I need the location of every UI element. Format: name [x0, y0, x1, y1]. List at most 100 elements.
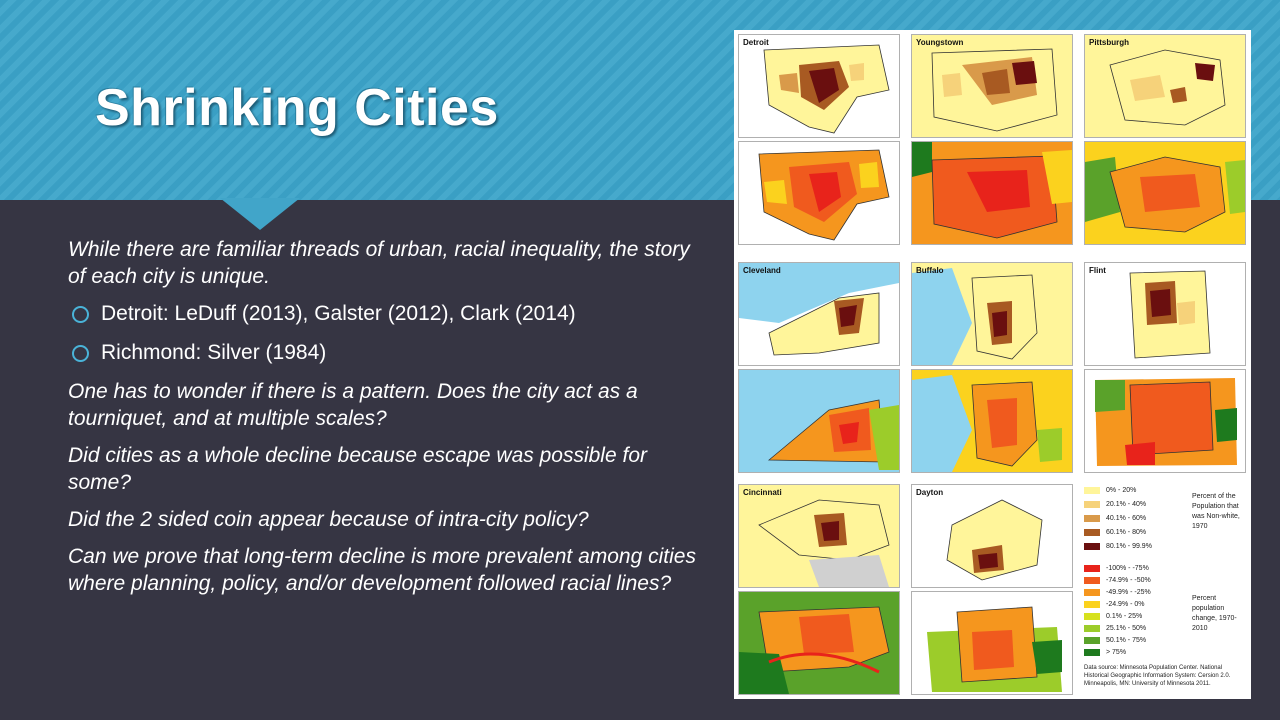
- race-map: Cincinnati: [738, 484, 900, 588]
- paragraph: Can we prove that long-term decline is m…: [68, 545, 696, 595]
- legend-label: 60.1% - 80%: [1106, 528, 1147, 536]
- legend-entry: 40.1% - 60%: [1084, 514, 1146, 522]
- legend-title-change: Percent population change, 1970-2010: [1192, 595, 1237, 632]
- legend-label: 20.1% - 40%: [1106, 500, 1147, 508]
- bullet-text: Detroit: LeDuff (2013), Galster (2012), …: [101, 302, 576, 325]
- legend-swatch: [1084, 500, 1100, 508]
- circle-bullet-icon: [72, 345, 89, 362]
- legend-swatch: [1084, 514, 1100, 522]
- change-map: [738, 591, 900, 695]
- change-map: [1084, 141, 1246, 245]
- legend-label: -49.9% - -25%: [1106, 588, 1151, 596]
- paragraph: Did cities as a whole decline because es…: [68, 444, 647, 494]
- city-label: Buffalo: [916, 266, 944, 275]
- city-panel: Cleveland: [738, 262, 900, 473]
- legend-entry: 0% - 20%: [1084, 486, 1136, 494]
- change-map-graphic: [912, 370, 1072, 472]
- legend-entry: -49.9% - -25%: [1084, 588, 1151, 596]
- legend-entry: 80.1% - 99.9%: [1084, 542, 1152, 550]
- legend-label: 50.1% - 75%: [1106, 636, 1147, 644]
- change-map-graphic: [912, 142, 1072, 244]
- legend-label: 40.1% - 60%: [1106, 514, 1147, 522]
- change-map-graphic: [739, 592, 899, 694]
- race-map: Youngstown: [911, 34, 1073, 138]
- city-panel: Dayton: [911, 484, 1073, 695]
- city-panel: Cincinnati: [738, 484, 900, 695]
- legend-label: 0% - 20%: [1106, 486, 1137, 494]
- legend-label: 80.1% - 99.9%: [1106, 542, 1152, 550]
- legend-label: > 75%: [1106, 648, 1127, 656]
- city-label: Flint: [1089, 266, 1106, 275]
- legend-label: -100% - -75%: [1106, 564, 1149, 572]
- city-label: Pittsburgh: [1089, 38, 1129, 47]
- city-label: Detroit: [743, 38, 769, 47]
- legend-entry: 50.1% - 75%: [1084, 636, 1146, 644]
- legend-swatch: [1084, 624, 1100, 632]
- legend-swatch: [1084, 588, 1100, 596]
- legend-swatch: [1084, 648, 1100, 656]
- paragraph: Did the 2 sided coin appear because of i…: [68, 508, 589, 531]
- change-map-graphic: [1085, 370, 1245, 472]
- legend-entry: -74.9% - -50%: [1084, 576, 1151, 584]
- city-maps-figure: Detroit Youngstown: [734, 30, 1251, 699]
- circle-bullet-icon: [72, 306, 89, 323]
- race-map-graphic: [739, 263, 899, 365]
- city-panel: Detroit: [738, 34, 900, 245]
- map-legend: 0% - 20% 20.1% - 40% 40.1% - 60% 60.1% -…: [1084, 484, 1248, 694]
- bullet-item: Detroit: LeDuff (2013), Galster (2012), …: [68, 300, 708, 327]
- legend-swatch: [1084, 600, 1100, 608]
- legend-entry: 0.1% - 25%: [1084, 612, 1142, 620]
- legend-entry: -100% - -75%: [1084, 564, 1149, 572]
- slide-body: While there are familiar threads of urba…: [68, 236, 708, 607]
- race-map: Dayton: [911, 484, 1073, 588]
- change-map-graphic: [1085, 142, 1245, 244]
- city-panel: Flint: [1084, 262, 1246, 473]
- change-map-graphic: [739, 370, 899, 472]
- change-map-graphic: [912, 592, 1072, 694]
- race-map-graphic: [1085, 263, 1245, 365]
- change-map: [911, 591, 1073, 695]
- legend-entry: 20.1% - 40%: [1084, 500, 1146, 508]
- slide-title: Shrinking Cities: [95, 79, 499, 137]
- legend-label: -24.9% - 0%: [1106, 600, 1145, 608]
- bullet-item: Richmond: Silver (1984): [68, 339, 708, 366]
- city-label: Dayton: [916, 488, 944, 497]
- intro-paragraph: While there are familiar threads of urba…: [68, 238, 690, 288]
- change-map: [911, 141, 1073, 245]
- legend-swatch: [1084, 542, 1100, 550]
- legend-entry: 25.1% - 50%: [1084, 624, 1146, 632]
- legend-entry: > 75%: [1084, 648, 1126, 656]
- legend-swatch: [1084, 564, 1100, 572]
- city-panel: Pittsburgh: [1084, 34, 1246, 245]
- race-map-graphic: [1085, 35, 1245, 137]
- change-map: [911, 369, 1073, 473]
- legend-swatch: [1084, 636, 1100, 644]
- legend-swatch: [1084, 528, 1100, 536]
- race-map: Pittsburgh: [1084, 34, 1246, 138]
- legend-swatch: [1084, 612, 1100, 620]
- race-map-graphic: [739, 485, 899, 587]
- city-panel: Youngstown: [911, 34, 1073, 245]
- race-map: Flint: [1084, 262, 1246, 366]
- city-panel: Buffalo: [911, 262, 1073, 473]
- legend-swatch: [1084, 576, 1100, 584]
- change-map: [1084, 369, 1246, 473]
- legend-title-race: Percent of the Population that was Non-w…: [1192, 493, 1240, 530]
- legend-swatch: [1084, 486, 1100, 494]
- race-map: Buffalo: [911, 262, 1073, 366]
- bullet-text: Richmond: Silver (1984): [101, 341, 327, 364]
- change-map: [738, 369, 900, 473]
- legend-label: -74.9% - -50%: [1106, 576, 1151, 584]
- race-map: Cleveland: [738, 262, 900, 366]
- legend-label: 25.1% - 50%: [1106, 624, 1147, 632]
- race-map-graphic: [912, 35, 1072, 137]
- change-map: [738, 141, 900, 245]
- city-label: Youngstown: [916, 38, 964, 47]
- race-map-graphic: [912, 263, 1072, 365]
- city-label: Cincinnati: [743, 488, 782, 497]
- legend-label: 0.1% - 25%: [1106, 612, 1143, 620]
- data-source-note: Data source: Minnesota Population Center…: [1084, 665, 1231, 687]
- header-notch: [220, 198, 300, 230]
- change-map-graphic: [758, 149, 890, 241]
- race-map-graphic: [763, 44, 890, 134]
